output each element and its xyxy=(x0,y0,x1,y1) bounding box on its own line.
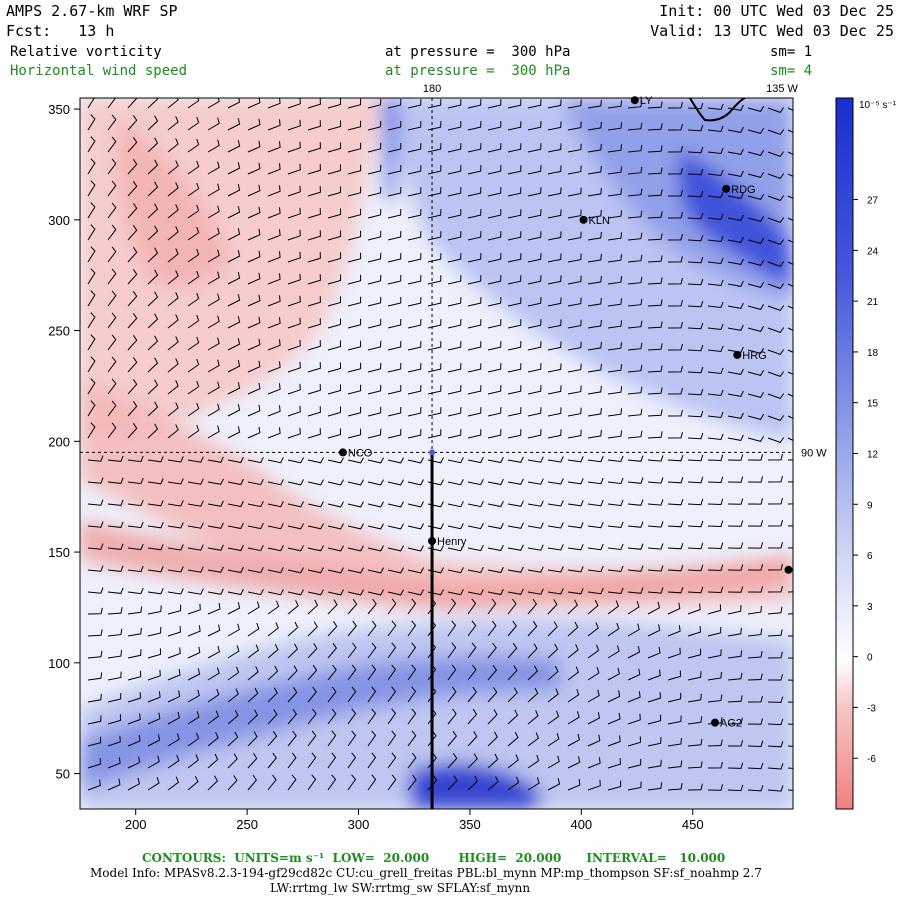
station-label: HRG xyxy=(742,350,766,362)
colorbar-tick-label: 24 xyxy=(867,246,879,257)
station-label: LY xyxy=(640,95,653,107)
station-label: RDG xyxy=(731,184,755,196)
station-marker: Henry xyxy=(428,536,467,548)
station-marker: HRG xyxy=(733,350,767,362)
colorbar-tick-label: 0 xyxy=(867,653,873,664)
model-info-physics: LW:rrtmg_lw SW:rrtmg_sw SFLAY:sf_mynn xyxy=(270,881,531,895)
y-tick-label: 50 xyxy=(56,767,70,782)
field1-name: Relative vorticity xyxy=(10,44,162,60)
colorbar-tick-label: 9 xyxy=(867,500,873,511)
model-title: AMPS 2.67-km WRF SP xyxy=(6,2,178,20)
lon-90w-label: 90 W xyxy=(801,447,827,459)
colorbar-tick-label: 12 xyxy=(867,450,879,461)
colorbar-tick-label: 27 xyxy=(867,196,879,207)
station-marker: RDG xyxy=(722,184,756,196)
field2-level: at pressure = 300 hPa xyxy=(385,63,571,79)
colorbar xyxy=(835,97,854,810)
colorbar-tick-label: 15 xyxy=(867,399,879,410)
colorbar-tick-label: -3 xyxy=(867,703,876,714)
pole-marker xyxy=(429,449,436,456)
colorbar-tick-label: 3 xyxy=(867,602,873,613)
model-info: Model Info: MPASv8.2.3-194-gf29cd82c CU:… xyxy=(90,866,762,880)
colorbar-tick-label: 6 xyxy=(867,551,873,562)
field1-level: at pressure = 300 hPa xyxy=(385,44,571,60)
x-tick-label: 450 xyxy=(682,817,704,832)
colorbar-unit: 10⁻⁵ s⁻¹ xyxy=(859,100,897,111)
y-tick-label: 300 xyxy=(48,213,70,228)
station-label: AG2 xyxy=(720,718,742,730)
lon-180-label: 180 xyxy=(423,83,441,95)
colorbar-tick-label: 18 xyxy=(867,348,879,359)
station-label: KLN xyxy=(589,215,610,227)
x-tick-label: 200 xyxy=(125,817,147,832)
station-marker: KLN xyxy=(579,215,610,227)
y-tick-label: 100 xyxy=(48,656,70,671)
colorbar-tick-label: 21 xyxy=(867,297,879,308)
valid-time: Valid: 13 UTC Wed 03 Dec 25 xyxy=(650,22,894,40)
forecast-hour: Fcst: 13 h xyxy=(6,22,115,40)
wind-barbs xyxy=(87,98,793,792)
y-tick-label: 350 xyxy=(48,102,70,117)
x-tick-label: 250 xyxy=(236,817,258,832)
field2-smoothing: sm= 4 xyxy=(770,63,813,79)
x-tick-label: 350 xyxy=(459,817,481,832)
y-tick-label: 150 xyxy=(48,545,70,560)
station-marker: AG2 xyxy=(711,718,742,730)
y-tick-label: 200 xyxy=(48,434,70,449)
field1-smoothing: sm= 1 xyxy=(770,44,813,60)
x-tick-label: 400 xyxy=(570,817,592,832)
vorticity-field xyxy=(80,98,793,809)
init-time: Init: 00 UTC Wed 03 Dec 25 xyxy=(659,2,894,20)
colorbar-tick-label: -6 xyxy=(867,754,876,765)
station-label: Henry xyxy=(437,536,467,548)
lon-135w-label: 135 W xyxy=(766,83,798,95)
station-marker: NCO xyxy=(338,447,373,459)
station-marker xyxy=(784,565,793,574)
contour-info: CONTOURS: UNITS=m s⁻¹ LOW= 20.000 HIGH= … xyxy=(142,851,726,865)
station-label: NCO xyxy=(348,447,373,459)
y-tick-label: 250 xyxy=(48,324,70,339)
x-tick-label: 300 xyxy=(348,817,370,832)
plot-frame xyxy=(79,97,794,810)
field2-name: Horizontal wind speed xyxy=(10,63,188,79)
